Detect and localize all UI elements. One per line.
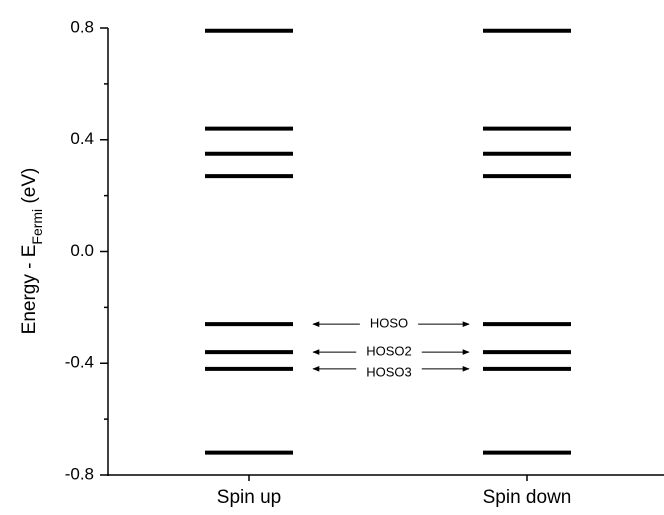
x-tick-label: Spin down — [483, 487, 572, 508]
y-tick-label: 0.0 — [70, 241, 94, 260]
y-tick-label: 0.8 — [70, 17, 94, 36]
y-tick-label: -0.8 — [65, 464, 94, 483]
annotation: HOSO — [370, 316, 408, 331]
x-tick-label: Spin up — [217, 487, 281, 508]
annotation: HOSO3 — [366, 364, 412, 379]
annotation: HOSO2 — [366, 344, 412, 359]
y-tick-label: -0.4 — [65, 353, 94, 372]
y-tick-label: 0.4 — [70, 129, 94, 148]
y-axis-label: Energy - EFermi (eV) — [19, 168, 45, 335]
